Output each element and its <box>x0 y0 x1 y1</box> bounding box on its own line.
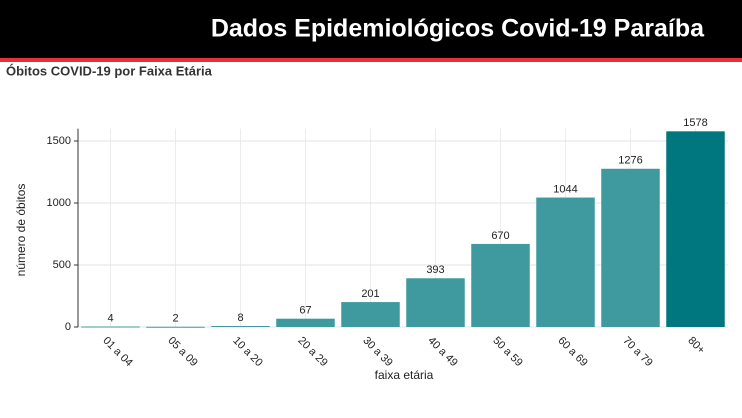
y-tick-label: 0 <box>65 321 71 333</box>
header-rule <box>0 58 742 62</box>
value-label: 67 <box>299 305 311 317</box>
value-label: 1276 <box>618 155 642 167</box>
value-label: 4 <box>107 312 113 324</box>
bar <box>81 326 140 328</box>
value-label: 1044 <box>553 183 577 195</box>
x-axis-title: faixa etária <box>375 368 434 382</box>
x-tick-label: 20 a 29 <box>295 335 329 369</box>
y-axis-title: número de óbitos <box>14 184 28 277</box>
x-tick-label: 01 a 04 <box>100 335 134 369</box>
value-label: 1578 <box>683 117 707 129</box>
y-tick-label: 500 <box>53 259 71 271</box>
chart-title: Óbitos COVID-19 por Faixa Etária <box>6 63 213 78</box>
x-tick-label: 30 a 39 <box>360 335 394 369</box>
header-title: Dados Epidemiológicos Covid-19 Paraíba <box>211 15 705 43</box>
x-tick-label: 10 a 20 <box>230 335 264 369</box>
x-tick-label: 80+ <box>685 335 707 357</box>
bar <box>146 326 205 328</box>
bar <box>536 197 595 327</box>
y-tick-label: 1000 <box>47 197 71 209</box>
value-label: 670 <box>491 230 509 242</box>
x-tick-label: 60 a 69 <box>555 335 589 369</box>
bar <box>211 326 270 328</box>
value-label: 2 <box>172 313 178 325</box>
value-label: 393 <box>426 264 444 276</box>
bar <box>666 131 725 327</box>
x-tick-label: 50 a 59 <box>490 335 524 369</box>
value-label: 201 <box>361 288 379 300</box>
bar <box>471 243 530 327</box>
value-label: 8 <box>237 312 243 324</box>
bar <box>276 318 335 327</box>
x-tick-label: 40 a 49 <box>425 335 459 369</box>
y-tick-label: 1500 <box>47 135 71 147</box>
bar <box>406 278 465 327</box>
bar <box>601 168 660 327</box>
header-bar <box>0 0 742 58</box>
bar <box>341 302 400 327</box>
x-tick-label: 05 a 09 <box>165 335 199 369</box>
x-tick-label: 70 a 79 <box>620 335 654 369</box>
